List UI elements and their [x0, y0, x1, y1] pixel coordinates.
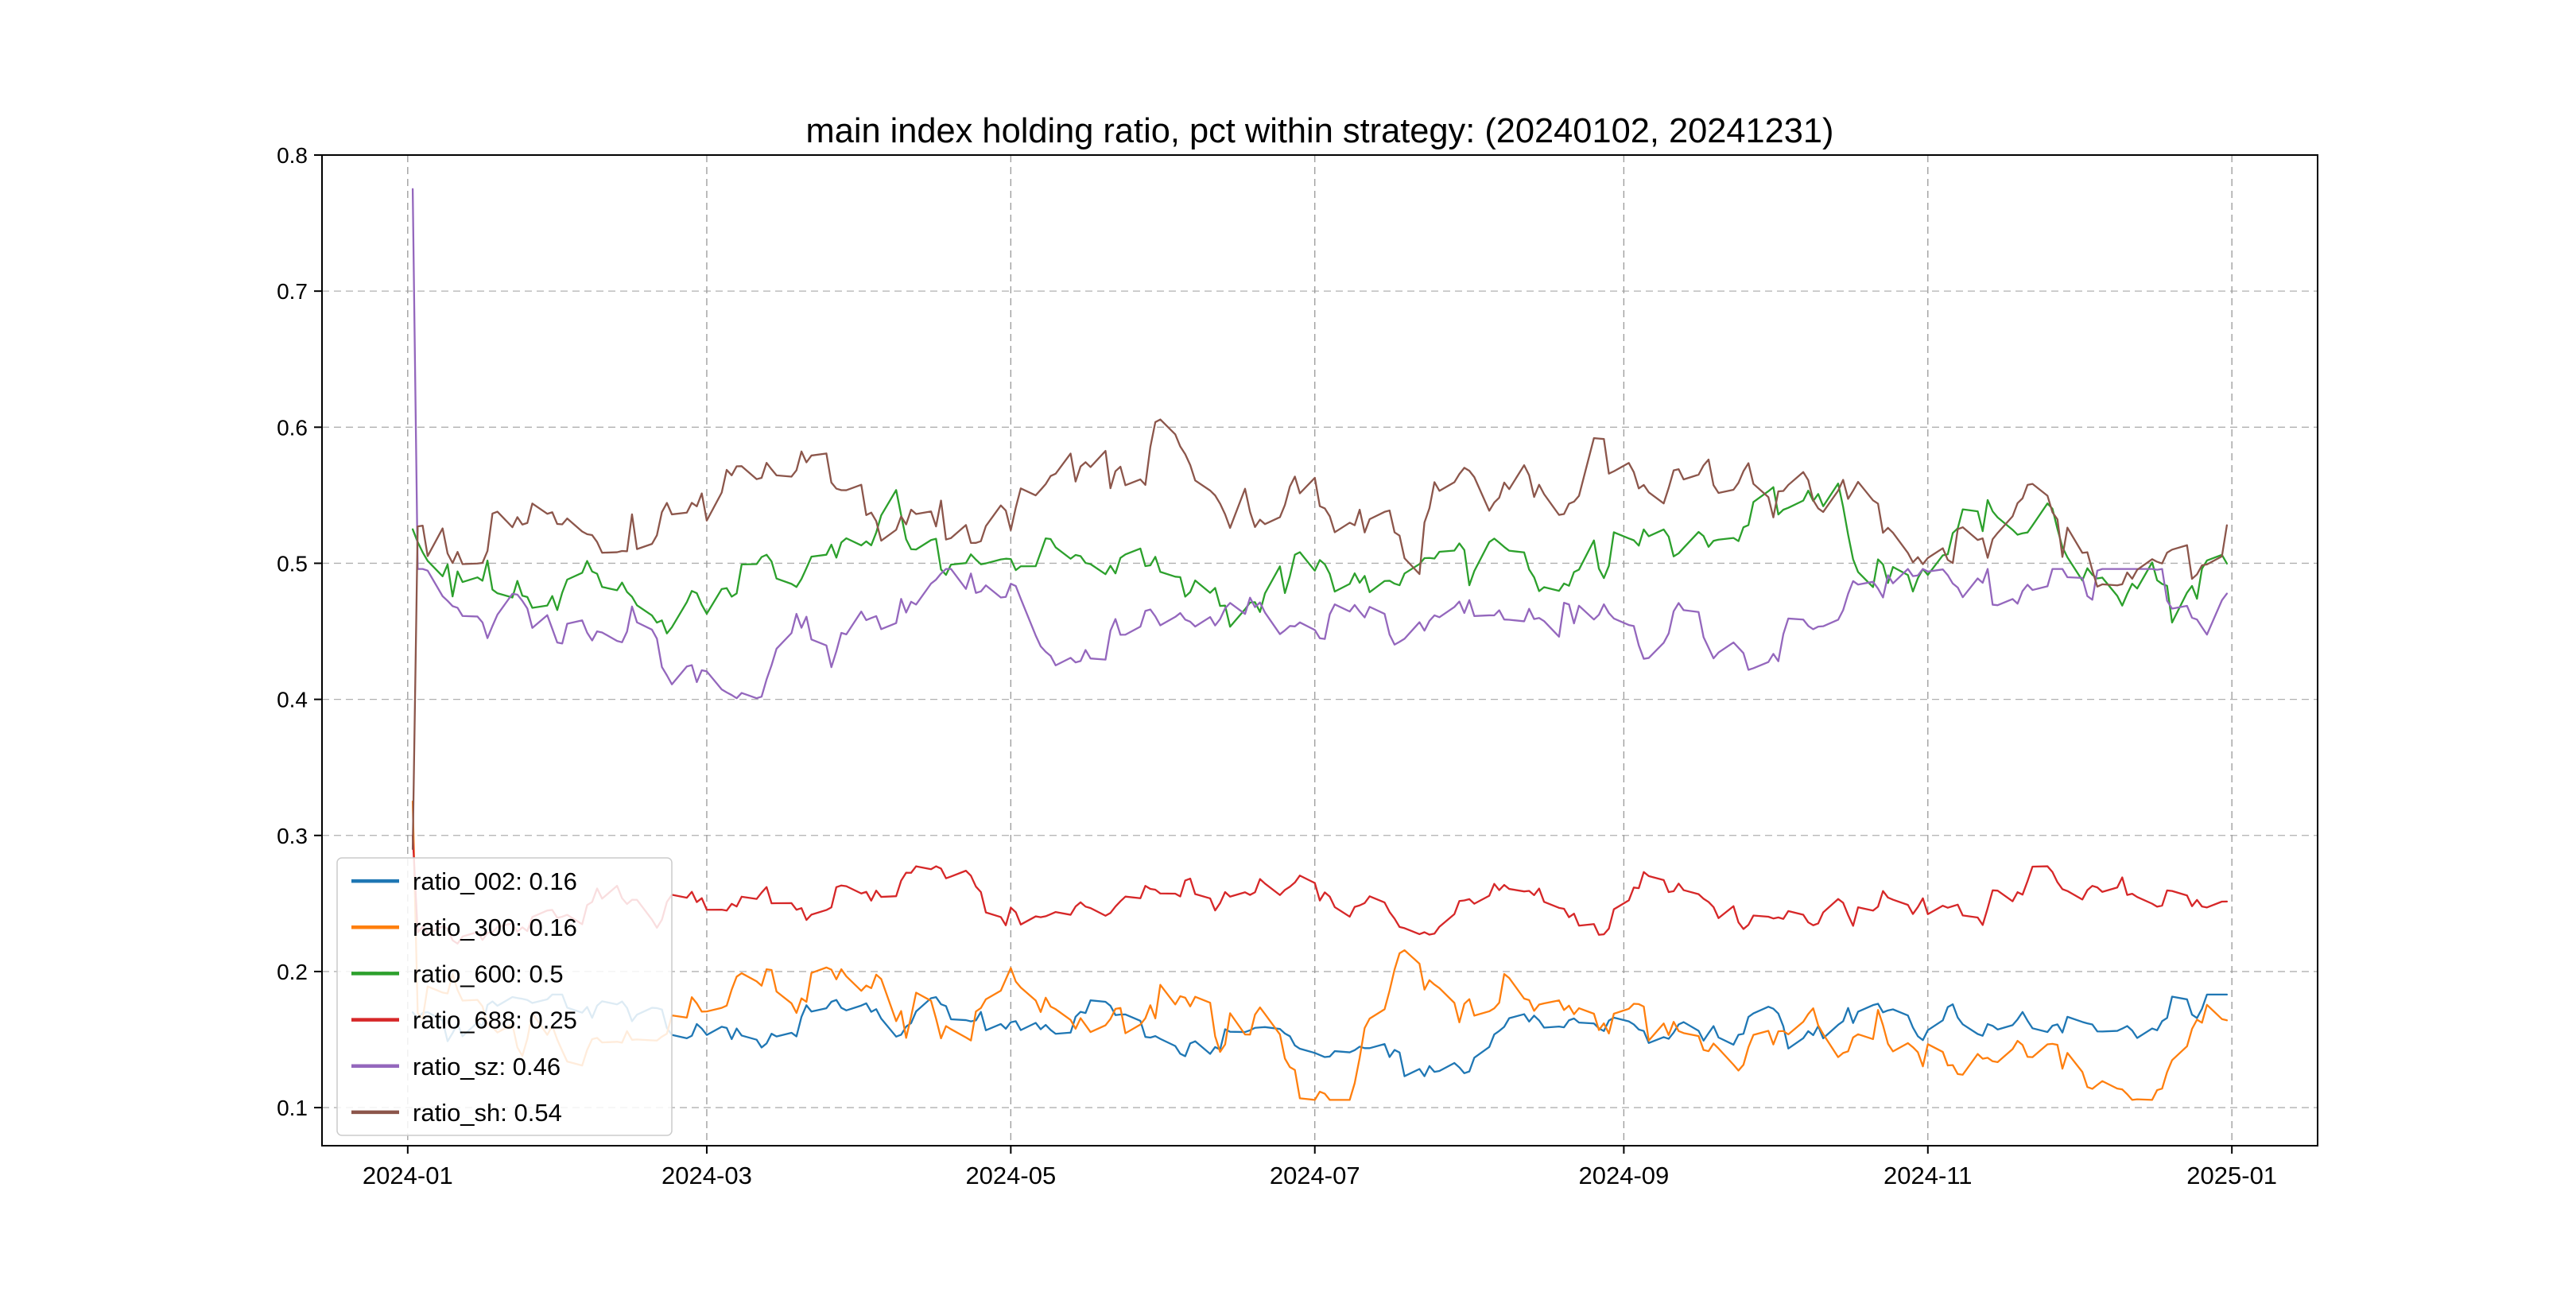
svg-text:ratio_300: 0.16: ratio_300: 0.16 — [413, 914, 577, 941]
svg-text:ratio_sz: 0.46: ratio_sz: 0.46 — [413, 1053, 561, 1081]
svg-text:ratio_688: 0.25: ratio_688: 0.25 — [413, 1007, 577, 1034]
svg-text:ratio_600: 0.5: ratio_600: 0.5 — [413, 960, 564, 987]
svg-text:ratio_sh: 0.54: ratio_sh: 0.54 — [413, 1099, 562, 1127]
svg-text:ratio_002: 0.16: ratio_002: 0.16 — [413, 867, 577, 895]
